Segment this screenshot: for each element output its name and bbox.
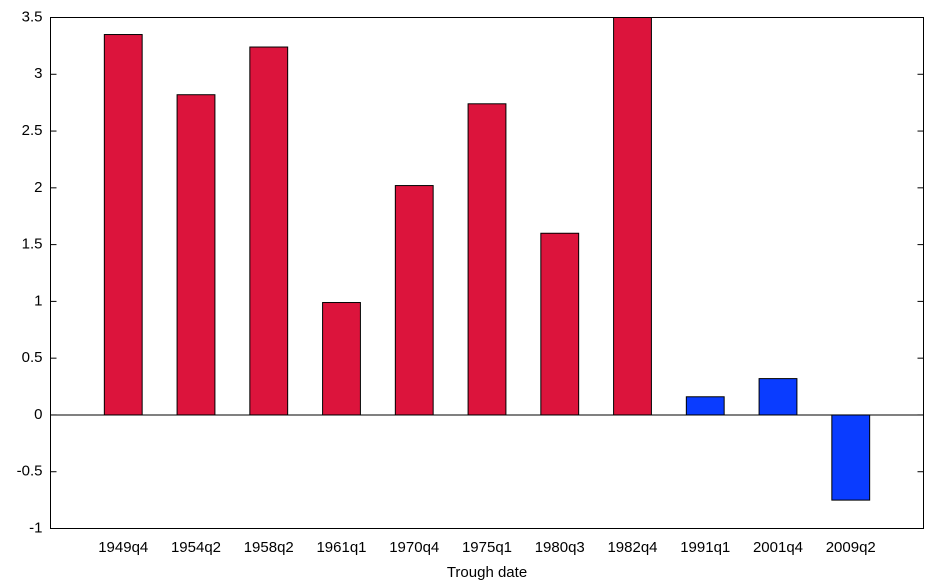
y-tick-label: 1	[34, 292, 42, 309]
x-tick-label: 1991q1	[680, 539, 730, 556]
x-tick-label: 1949q4	[98, 539, 148, 556]
y-tick-label: 2.5	[22, 122, 43, 139]
bar	[249, 46, 289, 416]
x-tick-label: 1958q2	[244, 539, 294, 556]
bar	[613, 17, 652, 416]
y-tick-label: -1	[29, 519, 42, 536]
x-axis-label: Trough date	[447, 564, 527, 581]
bar	[103, 34, 143, 416]
bar	[467, 103, 507, 416]
x-tick-label: 1982q4	[607, 539, 657, 556]
x-tick-label: 1980q3	[535, 539, 585, 556]
y-tick-label: 0.5	[22, 349, 43, 366]
plot-frame	[50, 17, 924, 529]
bar	[176, 94, 216, 416]
x-tick-label: 1970q4	[389, 539, 439, 556]
y-tick-label: 3	[34, 65, 42, 82]
bar	[394, 185, 434, 416]
bar	[685, 396, 725, 416]
x-tick-label: 1975q1	[462, 539, 512, 556]
y-tick-label: -0.5	[17, 463, 43, 480]
y-tick-label: 3.5	[22, 8, 43, 25]
bar	[831, 414, 871, 501]
x-tick-label: 2009q2	[826, 539, 876, 556]
x-tick-label: 2001q4	[753, 539, 803, 556]
x-tick-label: 1961q1	[316, 539, 366, 556]
x-tick-label: 1954q2	[171, 539, 221, 556]
bar	[540, 232, 580, 416]
y-tick-label: 2	[34, 179, 42, 196]
bar	[758, 378, 798, 416]
y-tick-label: 1.5	[22, 236, 43, 253]
bar	[322, 302, 361, 416]
y-tick-label: 0	[34, 406, 42, 423]
